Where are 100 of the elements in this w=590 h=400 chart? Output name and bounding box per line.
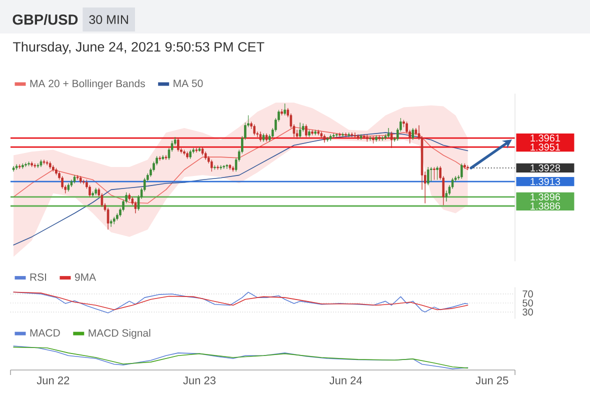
candlestick (36, 163, 40, 168)
candlestick (354, 132, 356, 138)
y-tick-label: 1.3913 (530, 178, 560, 186)
legend-label: MA 20 + Bollinger Bands (30, 80, 145, 90)
candlestick (430, 166, 432, 182)
y-tick-label: 1.3896 (530, 193, 560, 200)
y-tick-label: 50 (522, 299, 533, 307)
candlestick (15, 164, 18, 170)
candlestick (375, 135, 378, 142)
candlestick (232, 166, 234, 172)
candlestick (414, 128, 418, 136)
candlestick (76, 174, 79, 180)
candlestick (216, 164, 219, 170)
x-tick-label: Jun 23 (183, 376, 216, 384)
candlestick (222, 164, 226, 170)
candlestick (348, 132, 350, 138)
candlestick (305, 124, 308, 138)
candlestick (46, 160, 48, 166)
candlestick (92, 191, 94, 198)
x-tick-label: Jun 25 (476, 376, 508, 384)
legend-label: RSI (30, 273, 46, 281)
candlestick (94, 188, 97, 196)
candlestick (73, 174, 76, 184)
candlestick (162, 155, 164, 160)
candlestick (338, 132, 341, 138)
candlestick (158, 156, 162, 161)
candlestick (24, 162, 27, 168)
candlestick (106, 208, 110, 230)
candlestick (42, 160, 46, 165)
candlestick (262, 133, 265, 142)
legend-label: MACD (30, 329, 60, 337)
candlestick (412, 128, 414, 140)
candlestick (326, 136, 329, 142)
candlestick (228, 164, 232, 170)
candlestick (22, 163, 24, 170)
candlestick (259, 131, 262, 142)
candlestick (464, 163, 466, 170)
candlestick (378, 135, 380, 141)
y-tick-label: 30 (522, 308, 533, 316)
candlestick (308, 130, 310, 138)
candlestick (323, 134, 326, 143)
legend-label: 9MA (74, 273, 96, 281)
candlestick (332, 133, 335, 138)
chart-title: GBP/USD (12, 14, 78, 25)
candlestick (460, 163, 463, 180)
candlestick (128, 193, 131, 201)
y-tick-label: 1.3886 (530, 202, 560, 210)
candlestick (220, 164, 222, 170)
candlestick (381, 136, 384, 141)
candlestick (356, 134, 360, 140)
candlestick (55, 168, 58, 176)
candlestick (28, 161, 30, 166)
candlestick (320, 131, 323, 138)
candlestick (284, 103, 286, 116)
candlestick (186, 151, 188, 160)
candlestick (362, 134, 366, 140)
candlestick (280, 108, 283, 116)
y-tick-label: 1.3961 (530, 134, 560, 142)
y-tick-label: 70 (522, 290, 533, 298)
candlestick (360, 134, 362, 140)
candlestick (372, 136, 374, 144)
candlestick (177, 138, 180, 152)
candlestick (204, 151, 207, 160)
candlestick (195, 148, 198, 153)
candlestick (366, 134, 368, 142)
candlestick (369, 136, 372, 141)
candlestick (329, 134, 332, 141)
candlestick (30, 161, 33, 168)
candlestick (387, 128, 390, 138)
x-tick-label: Jun 24 (329, 376, 362, 384)
candlestick (265, 133, 268, 142)
candlestick (314, 130, 316, 136)
candlestick (113, 216, 116, 224)
candlestick (198, 146, 201, 152)
y-tick-label: 1.3928 (530, 164, 560, 172)
candlestick (433, 166, 436, 180)
candlestick (390, 131, 393, 148)
candlestick (436, 166, 438, 180)
candlestick (18, 164, 21, 170)
candlestick (110, 219, 112, 228)
candlestick (253, 124, 256, 136)
candlestick (226, 164, 228, 170)
candlestick (79, 176, 82, 184)
candlestick (214, 164, 216, 170)
candlestick (40, 160, 42, 168)
candlestick (298, 122, 302, 138)
candlestick (336, 133, 338, 138)
candlestick (466, 164, 469, 170)
candlestick (70, 179, 73, 188)
candlestick (48, 161, 52, 170)
text: 30 MIN (89, 15, 128, 24)
chart-subtitle: Thursday, June 24, 2021 9:50:53 PM CET (12, 42, 264, 54)
candlestick (210, 160, 213, 172)
candlestick (183, 150, 186, 156)
candlestick (34, 163, 36, 168)
candlestick (164, 155, 168, 160)
candlestick (189, 150, 192, 160)
candlestick (52, 164, 54, 172)
legend-label: MACD Signal (88, 329, 150, 339)
candlestick (134, 201, 137, 214)
